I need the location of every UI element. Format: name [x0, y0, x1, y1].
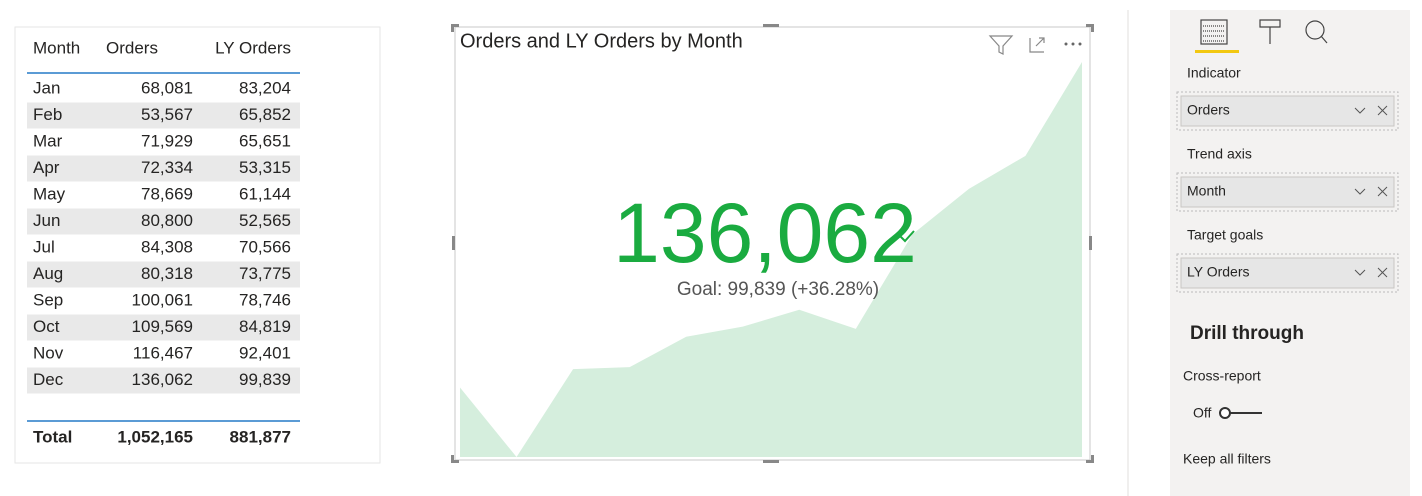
- table-cell: 53,315: [239, 158, 291, 177]
- row-band: [27, 155, 300, 182]
- remove-field[interactable]: [1377, 186, 1388, 197]
- kpi-title: Orders and LY Orders by Month: [460, 30, 743, 52]
- table-cell: Jan: [33, 78, 60, 97]
- table-cell: 65,651: [239, 131, 291, 150]
- table-cell: 71,929: [141, 131, 193, 150]
- toggle[interactable]: [1219, 407, 1262, 419]
- table-cell: Apr: [33, 158, 60, 177]
- focus-mode-icon[interactable]: [1029, 37, 1045, 53]
- table-cell: 80,800: [141, 211, 193, 230]
- field-wells: Indicator Orders Trend axis Month Target goa…: [1176, 65, 1399, 293]
- well-dropzone: [1176, 253, 1399, 293]
- column-header[interactable]: Orders: [106, 38, 158, 57]
- format-tab-icon[interactable]: [1259, 19, 1281, 44]
- kpi-goal: Goal: 99,839 (+36.28%): [677, 279, 879, 300]
- well-label: Target goals: [1187, 227, 1263, 243]
- table-cell: Mar: [33, 131, 63, 150]
- kpi-value: 136,062: [613, 186, 917, 280]
- status-check: [899, 230, 915, 243]
- row-band: [27, 102, 300, 129]
- table-cell: 84,819: [239, 317, 291, 336]
- fields-tab-icon[interactable]: [1200, 19, 1228, 45]
- row-band: [27, 367, 300, 394]
- active-tab-underline: [1195, 50, 1239, 53]
- trend-area: [460, 62, 1082, 457]
- table-cell: 61,144: [239, 184, 291, 203]
- table-cell: 72,334: [141, 158, 193, 177]
- table-cell: 109,569: [132, 317, 193, 336]
- row-band: [27, 261, 300, 288]
- table-cell: 53,567: [141, 105, 193, 124]
- total-cell: 881,877: [230, 427, 291, 446]
- table-cell: Dec: [33, 370, 64, 389]
- remove-field[interactable]: [1377, 267, 1388, 278]
- well-dropzone: [1176, 172, 1399, 212]
- well-label: Trend axis: [1187, 146, 1252, 162]
- table-cell: 78,746: [239, 290, 291, 309]
- trend-area-fill: [460, 62, 1082, 457]
- table-cell: Jun: [33, 211, 60, 230]
- table-cell: Aug: [33, 264, 63, 283]
- field-menu-chevron[interactable]: [1354, 269, 1366, 276]
- field-menu-chevron[interactable]: [1354, 107, 1366, 114]
- table-cell: Nov: [33, 343, 64, 362]
- table-cell: 84,308: [141, 237, 193, 256]
- table-cell: 73,775: [239, 264, 291, 283]
- field-name[interactable]: LY Orders: [1187, 264, 1250, 280]
- column-header[interactable]: Month: [33, 38, 80, 57]
- toggle-state: Off: [1193, 405, 1212, 421]
- drill-through-heading: Drill through: [1190, 323, 1304, 344]
- table: Month Orders LY Orders Jan 68,081 83,204 Feb 53…: [27, 38, 300, 446]
- table-cell: May: [33, 184, 66, 203]
- table-cell: 99,839: [239, 370, 291, 389]
- well-dropzone: [1176, 91, 1399, 131]
- remove-field[interactable]: [1377, 105, 1388, 116]
- table-cell: 68,081: [141, 78, 193, 97]
- table-cell: 70,566: [239, 237, 291, 256]
- field-name[interactable]: Orders: [1187, 102, 1230, 118]
- table-cell: 65,852: [239, 105, 291, 124]
- keep-filters-label: Keep all filters: [1183, 451, 1271, 467]
- cross-report-label: Cross-report: [1183, 368, 1261, 384]
- table-cell: 92,401: [239, 343, 291, 362]
- analytics-tab-icon[interactable]: [1305, 20, 1325, 40]
- table-cell: Jul: [33, 237, 55, 256]
- row-band: [27, 208, 300, 235]
- field-name[interactable]: Month: [1187, 183, 1226, 199]
- more-options[interactable]: [1064, 42, 1082, 46]
- table-cell: 100,061: [132, 290, 193, 309]
- filter-icon[interactable]: [988, 35, 1014, 55]
- well-label: Indicator: [1187, 65, 1241, 81]
- table-cell: Sep: [33, 290, 63, 309]
- visualizations-pane: [1170, 10, 1410, 496]
- table-cell: 78,669: [141, 184, 193, 203]
- resize-handles: [451, 24, 1094, 463]
- table-cell: 80,318: [141, 264, 193, 283]
- table-cell: 83,204: [239, 78, 291, 97]
- total-cell: 1,052,165: [117, 427, 193, 446]
- total-cell: Total: [33, 427, 72, 446]
- table-visual: [14, 26, 381, 464]
- table-cell: 52,565: [239, 211, 291, 230]
- table-cell: 136,062: [132, 370, 193, 389]
- field-menu-chevron[interactable]: [1354, 188, 1366, 195]
- table-cell: Oct: [33, 317, 60, 336]
- table-cell: 116,467: [133, 343, 193, 362]
- column-header[interactable]: LY Orders: [215, 38, 291, 57]
- table-cell: Feb: [33, 105, 62, 124]
- row-band: [27, 314, 300, 341]
